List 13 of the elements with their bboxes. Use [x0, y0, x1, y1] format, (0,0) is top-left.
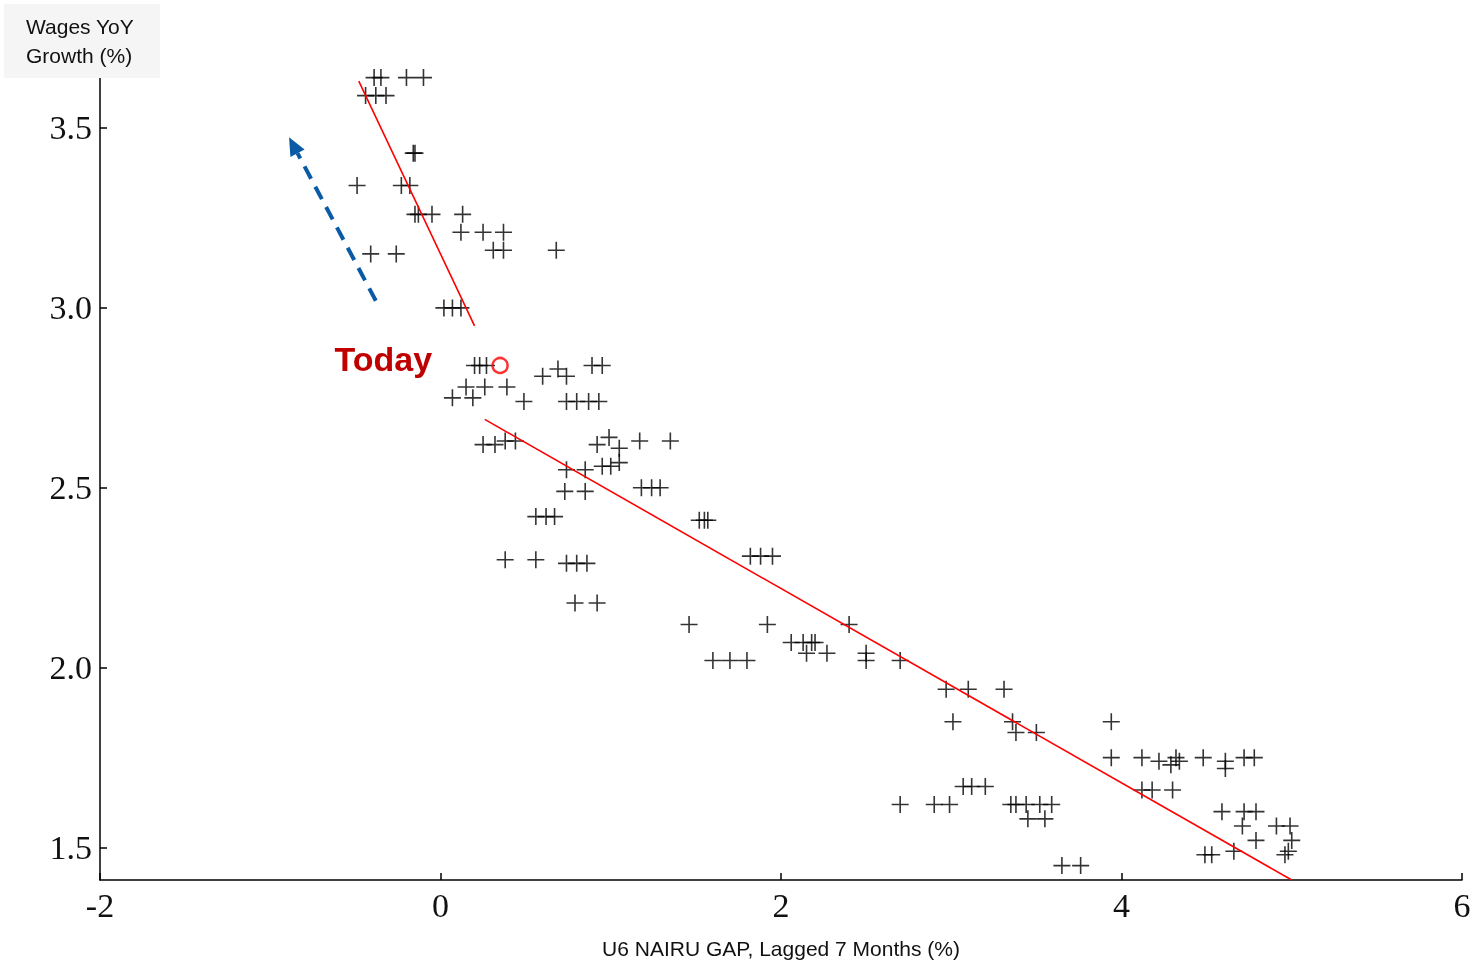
x-tick-label: 2 — [772, 886, 790, 924]
y-axis-title: Wages YoY Growth (%) — [4, 4, 160, 78]
x-tick-label: 6 — [1453, 886, 1471, 924]
y-tick-label: 2.5 — [49, 469, 92, 507]
y-tick-label: 1.5 — [49, 829, 92, 867]
y-tick-label: 3.5 — [49, 109, 92, 147]
x-axis-title: U6 NAIRU GAP, Lagged 7 Months (%) — [602, 937, 960, 960]
y-tick-label: 3.0 — [49, 289, 92, 327]
annotation: Today — [334, 340, 433, 379]
x-tick-label: 0 — [432, 886, 449, 924]
x-tick-label: 4 — [1113, 886, 1130, 924]
x-tick-label: -2 — [85, 886, 115, 924]
y-tick-label: 2.0 — [49, 649, 92, 687]
